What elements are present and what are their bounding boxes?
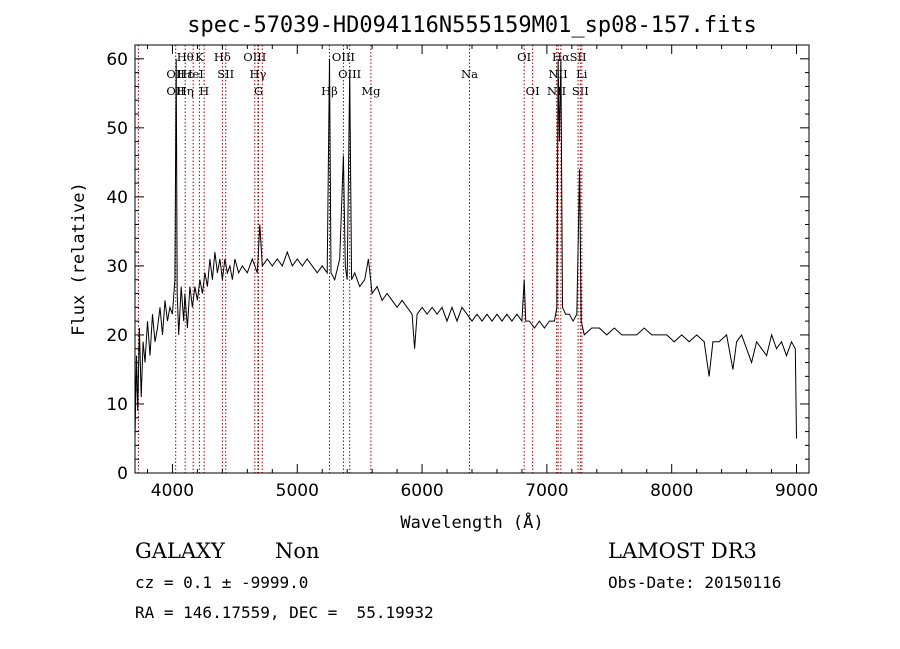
line-label-22-0: SII	[570, 50, 587, 64]
y-tick-label-5: 50	[106, 119, 128, 139]
line-label-6-0: Hδ	[214, 50, 231, 64]
survey-label: LAMOST DR3	[608, 539, 757, 563]
chart-title: spec-57039-HD094116N555159M01_sp08-157.f…	[187, 13, 757, 38]
line-label-23-0: SII	[572, 84, 589, 98]
line-label-7-0: SII	[217, 67, 234, 81]
x-tick-label-1: 5000	[276, 481, 319, 501]
y-tick-label-4: 40	[106, 188, 128, 208]
line-label-24-0: Li	[576, 67, 588, 81]
y-tick-label-6: 60	[106, 50, 128, 70]
spectrum-series	[134, 58, 797, 439]
plot-frame	[134, 44, 810, 474]
line-label-8-0: OIII	[243, 50, 266, 64]
y-tick-label-2: 20	[106, 326, 128, 346]
line-label-21-0: Hα	[552, 50, 570, 64]
line-label-5-0: H	[199, 84, 209, 98]
object-subclass: Non	[275, 539, 320, 563]
line-label-18-0: OI	[526, 84, 540, 98]
line-label-3-0: HeI	[182, 67, 203, 81]
y-tick-label-1: 10	[106, 395, 128, 415]
line-label-9-0: Hγ	[249, 67, 266, 81]
observation-date: Obs-Date: 20150116	[608, 573, 782, 592]
x-tick-label-3: 7000	[525, 481, 568, 501]
x-tick-label-2: 6000	[400, 481, 443, 501]
object-class: GALAXY	[135, 539, 225, 563]
line-label-2-0: Hθ	[177, 50, 194, 64]
y-axis-label: Flux (relative)	[69, 182, 89, 336]
line-label-19-0: NII	[547, 84, 566, 98]
line-label-15-0: Mg	[361, 84, 381, 98]
x-tick-label-4: 8000	[650, 481, 693, 501]
x-axis-label: Wavelength (Å)	[400, 511, 543, 533]
x-tick-label-0: 4000	[151, 481, 194, 501]
line-label-10-0: G	[254, 84, 263, 98]
redshift-value: cz = 0.1 ± -9999.0	[135, 573, 309, 592]
y-tick-label-3: 30	[106, 257, 128, 277]
line-label-2-1: Hε	[177, 67, 193, 81]
line-label-13-0: OIII	[332, 50, 355, 64]
line-label-16-0: Na	[461, 67, 478, 81]
axis-ticks: 4000 5000 6000 7000 8000 9000 0 10 20 30 40 50 60	[106, 44, 818, 501]
y-tick-label-0: 0	[117, 464, 128, 484]
coordinates: RA = 146.17559, DEC = 55.19932	[135, 603, 434, 622]
line-label-2-2: Hη	[177, 84, 194, 98]
line-label-4-0: K	[195, 50, 204, 64]
line-label-17-0: OI	[517, 50, 531, 64]
x-tick-label-5: 9000	[775, 481, 818, 501]
